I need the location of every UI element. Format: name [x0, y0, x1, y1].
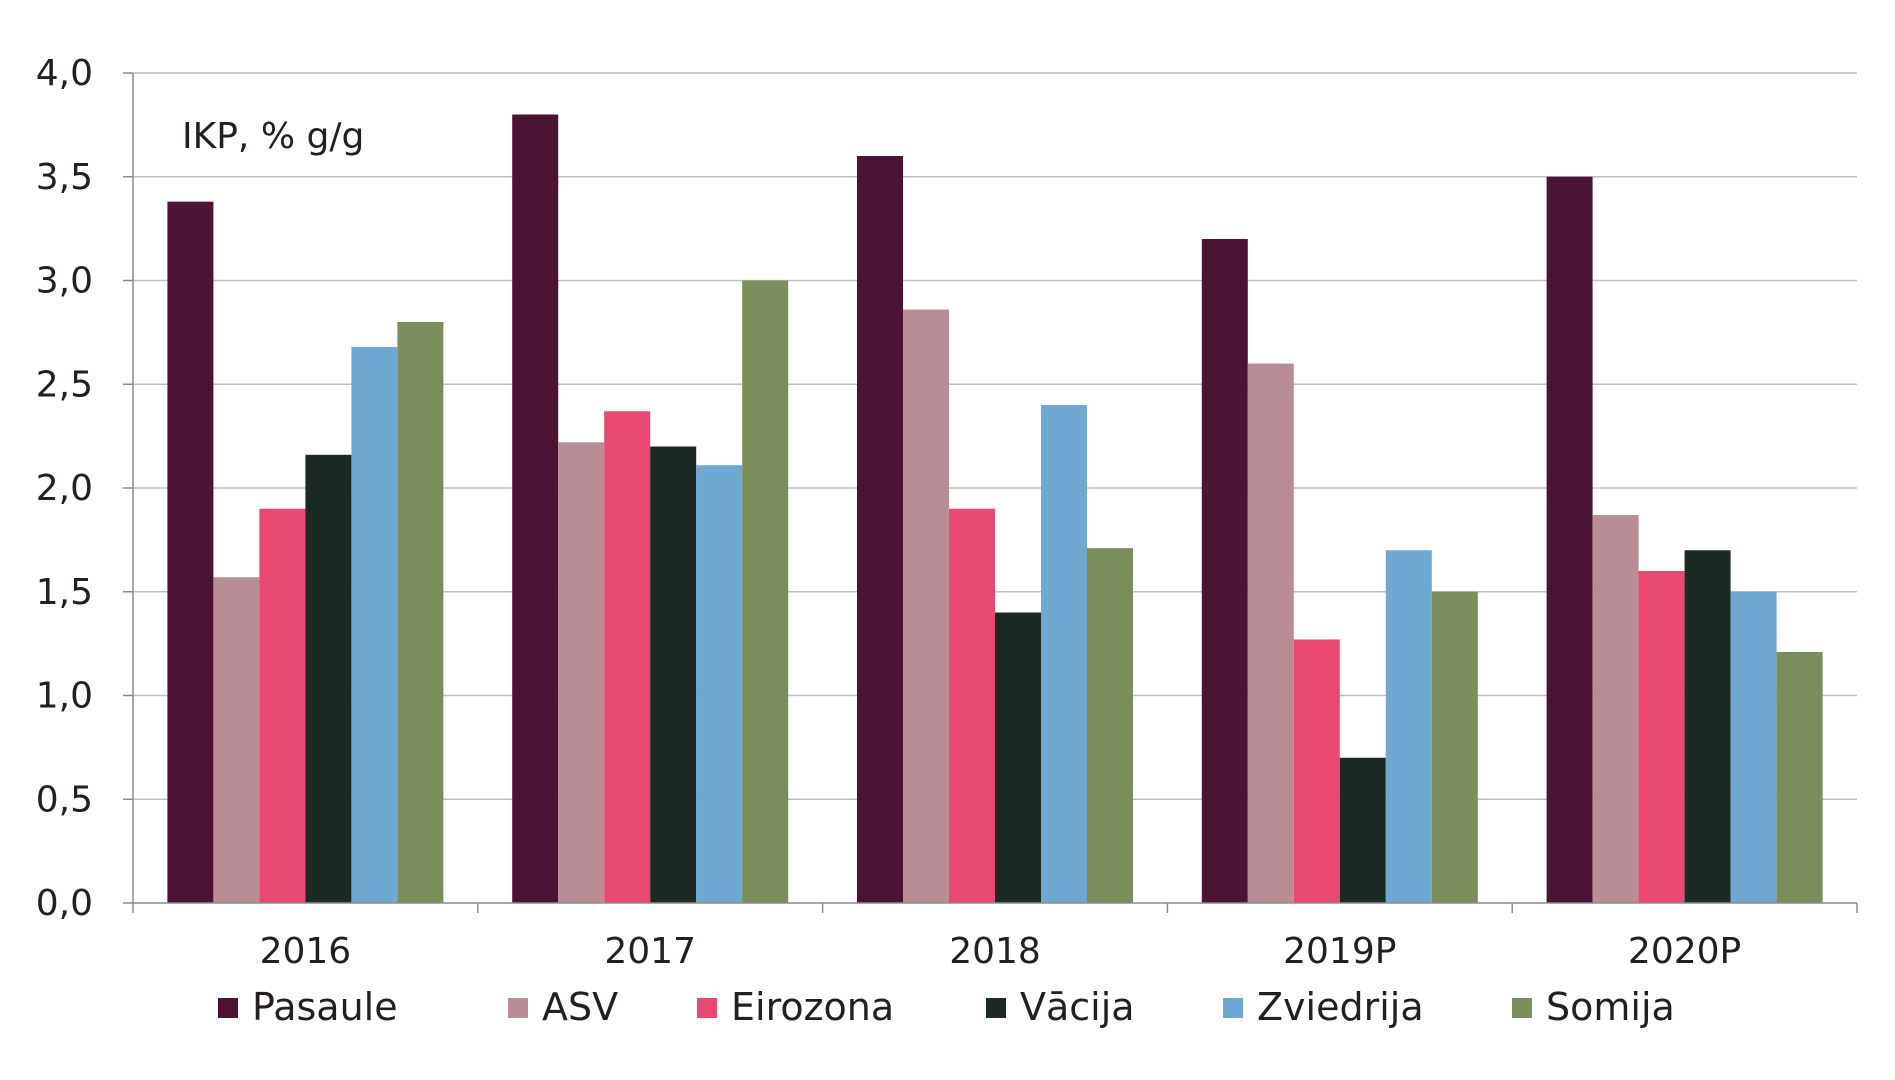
legend-label: Pasaule	[252, 985, 398, 1029]
legend-swatch	[986, 998, 1006, 1018]
bar-v-cija-2020p	[1684, 550, 1731, 903]
chart-annotation: IKP, % g/g	[182, 116, 364, 157]
legend-swatch	[1223, 998, 1243, 1018]
bar-pasaule-2020p	[1546, 176, 1593, 903]
bar-eirozona-2016	[259, 508, 306, 903]
x-tick-label: 2020P	[1628, 931, 1741, 972]
bar-zviedrija-2016	[351, 346, 398, 903]
legend-swatch	[508, 998, 528, 1018]
axes	[123, 72, 1858, 913]
bar-asv-2016	[213, 577, 260, 903]
legend-label: Somija	[1546, 985, 1675, 1029]
legend-label: ASV	[542, 985, 618, 1029]
legend-label: Vācija	[1020, 985, 1135, 1029]
bar-somija-2017	[742, 280, 789, 903]
bar-eirozona-2019p	[1293, 639, 1340, 903]
legend-item: Pasaule	[218, 985, 398, 1029]
bar-zviedrija-2017	[696, 465, 743, 903]
bar-eirozona-2020p	[1638, 571, 1685, 903]
bar-pasaule-2017	[512, 114, 559, 903]
y-tick-label: 3,5	[36, 157, 93, 198]
bar-asv-2019p	[1247, 363, 1294, 903]
legend-item: Vācija	[986, 985, 1135, 1029]
y-tick-labels: 0,0 0,5 1,0 1,5 2,0 2,5 3,0 3,5 4,0	[36, 53, 93, 924]
bar-v-cija-2017	[650, 446, 697, 903]
bar-eirozona-2018	[949, 508, 995, 903]
x-tick-label: 2016	[260, 931, 352, 972]
bars	[167, 114, 1823, 903]
y-tick-label: 4,0	[36, 53, 93, 94]
bar-somija-2016	[397, 322, 444, 903]
bar-asv-2020p	[1592, 514, 1639, 903]
legend-swatch	[218, 998, 238, 1018]
bar-asv-2017	[558, 442, 605, 903]
x-tick-label: 2017	[604, 931, 696, 972]
bar-v-cija-2019p	[1339, 757, 1386, 903]
y-tick-label: 0,0	[36, 883, 93, 924]
y-tick-label: 3,0	[36, 261, 93, 302]
bar-somija-2019p	[1431, 591, 1478, 903]
legend-swatch	[1512, 998, 1532, 1018]
x-tick-label: 2019P	[1283, 931, 1396, 972]
bar-zviedrija-2019p	[1385, 550, 1432, 903]
legend-item: Zviedrija	[1223, 985, 1424, 1029]
legend-item: ASV	[508, 985, 618, 1029]
legend-item: Eirozona	[697, 985, 894, 1029]
y-tick-label: 0,5	[36, 779, 93, 820]
y-tick-label: 1,5	[36, 572, 93, 613]
bar-v-cija-2016	[305, 454, 352, 903]
bar-asv-2018	[903, 309, 949, 903]
x-tick-label: 2018	[949, 931, 1041, 972]
bar-pasaule-2016	[167, 201, 214, 903]
x-tick-labels: 2016 2017 2018 2019P 2020P	[260, 931, 1742, 972]
bar-v-cija-2018	[995, 612, 1041, 903]
bar-somija-2020p	[1776, 651, 1823, 903]
legend-item: Somija	[1512, 985, 1675, 1029]
y-tick-label: 2,5	[36, 364, 93, 405]
bar-pasaule-2019p	[1201, 239, 1248, 903]
y-tick-label: 1,0	[36, 676, 93, 717]
legend-swatch	[697, 998, 717, 1018]
bar-eirozona-2017	[604, 411, 651, 903]
legend-label: Zviedrija	[1257, 985, 1424, 1029]
bar-pasaule-2018	[857, 156, 903, 903]
legend: Pasaule ASV Eirozona Vācija Zviedrija Somija	[218, 985, 1675, 1029]
bar-zviedrija-2018	[1041, 405, 1087, 903]
bar-zviedrija-2020p	[1730, 591, 1777, 903]
bar-somija-2018	[1087, 548, 1133, 903]
y-tick-label: 2,0	[36, 468, 93, 509]
legend-label: Eirozona	[731, 985, 894, 1029]
